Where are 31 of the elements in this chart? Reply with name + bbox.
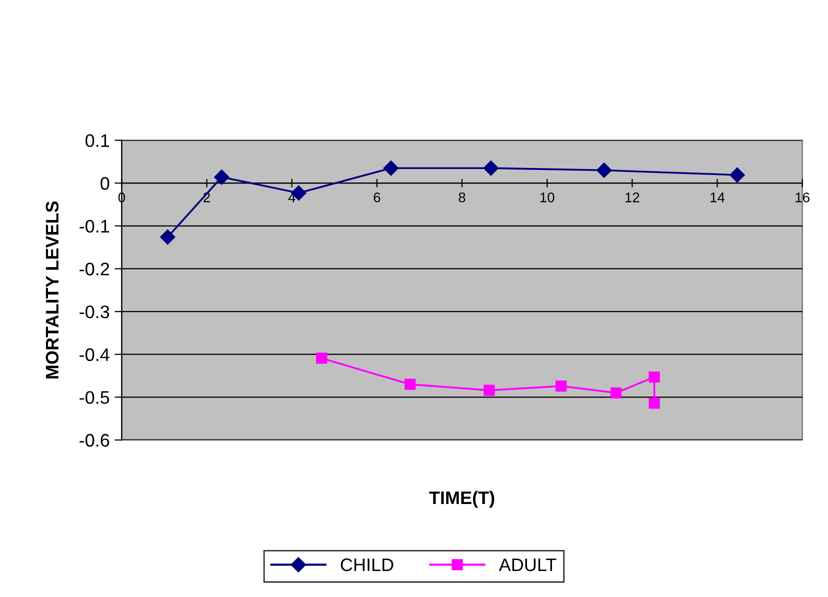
x-tick-label: 10 [540,192,554,202]
y-tick-label: -0.5 [80,391,110,404]
point [648,398,660,409]
point [730,167,745,183]
point [610,387,622,398]
y-tick-label: 0 [100,177,110,190]
point [404,378,416,390]
legend-label: CHILD [340,558,394,572]
x-axis-title: TIME(T) [429,490,494,508]
y-tick-label: -0.2 [80,262,110,276]
y-axis-title: MORTALITY LEVELS [46,201,59,378]
point [484,384,495,396]
point [214,170,230,185]
x-tick-label: 14 [710,192,725,202]
point [316,352,328,364]
y-tick-label: -0.4 [80,348,110,362]
y-tick-label: 0.1 [86,134,110,148]
legend-label: ADULT [498,558,556,572]
point [648,371,660,383]
point [483,160,499,176]
x-tick-label: 8 [458,192,466,202]
y-tick-label: -0.6 [80,434,110,447]
y-tick-label: -0.1 [80,220,110,233]
point [383,160,399,176]
y-tick-label: -0.3 [80,305,110,318]
x-tick-label: 16 [796,192,810,202]
x-tick-label: 6 [374,192,380,202]
point [596,162,612,178]
point [160,229,176,245]
x-tick-label: 12 [626,192,640,202]
point [556,380,567,392]
